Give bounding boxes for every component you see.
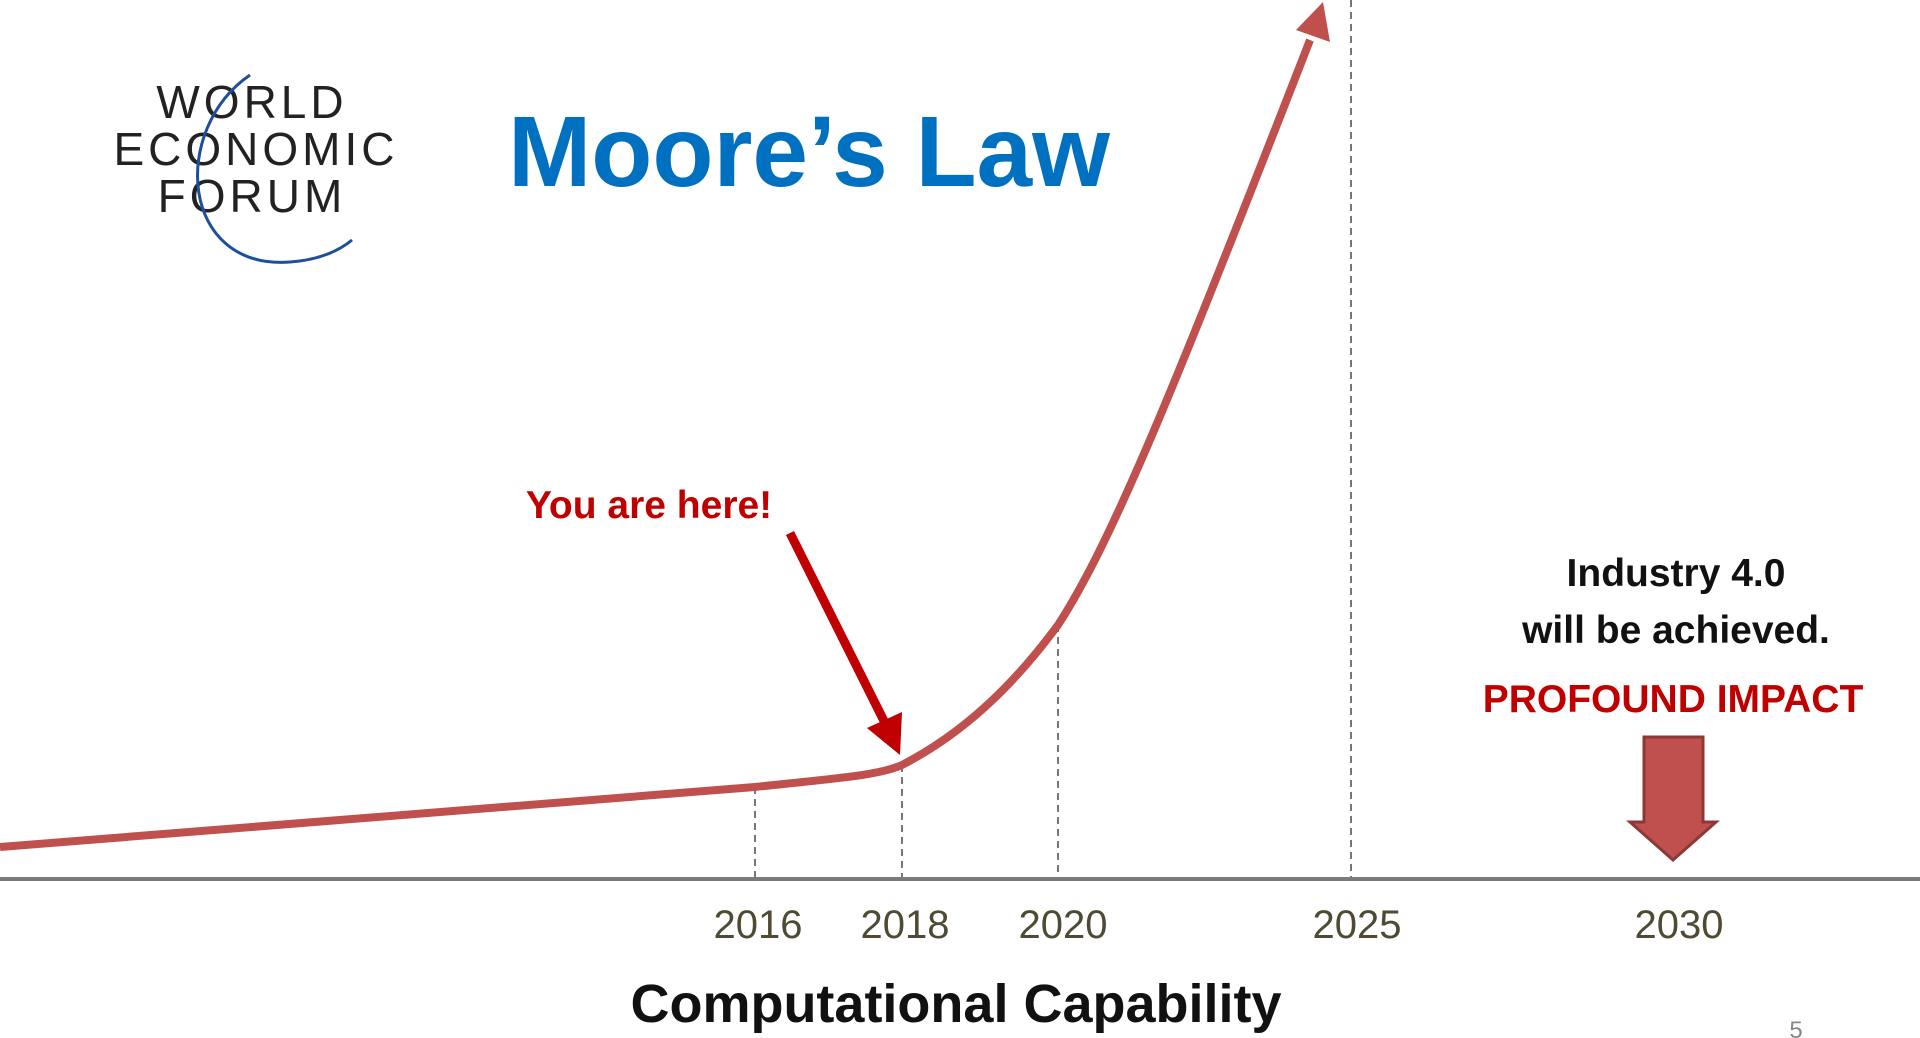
growth-curve	[0, 38, 1314, 851]
callout-arrow	[785, 530, 890, 726]
logo-line: ECONOMIC	[114, 123, 399, 175]
callout: You are here!	[526, 484, 772, 527]
year-label: 2016	[714, 903, 803, 947]
callout-arrowhead	[867, 712, 902, 755]
year-label: 2020	[1019, 903, 1108, 947]
year-label: 2030	[1635, 903, 1724, 947]
page-number: 5	[1789, 1017, 1802, 1038]
year-label: 2018	[861, 903, 950, 947]
impact-arrow	[1626, 735, 1720, 863]
logo-line: WORLD	[156, 76, 347, 128]
note-line: will be achieved.	[1521, 609, 1830, 652]
year-label: 2025	[1313, 903, 1402, 947]
guides	[754, 0, 1352, 879]
axis-label: Computational Capability	[630, 974, 1281, 1034]
curve-arrowhead	[1296, 2, 1330, 42]
note-line: Industry 4.0	[1567, 552, 1786, 595]
logo-line: FORUM	[158, 170, 347, 222]
note-highlight: PROFOUND IMPACT	[1483, 678, 1864, 721]
title: Moore’s Law	[508, 96, 1110, 208]
logo-arc	[196, 73, 353, 264]
